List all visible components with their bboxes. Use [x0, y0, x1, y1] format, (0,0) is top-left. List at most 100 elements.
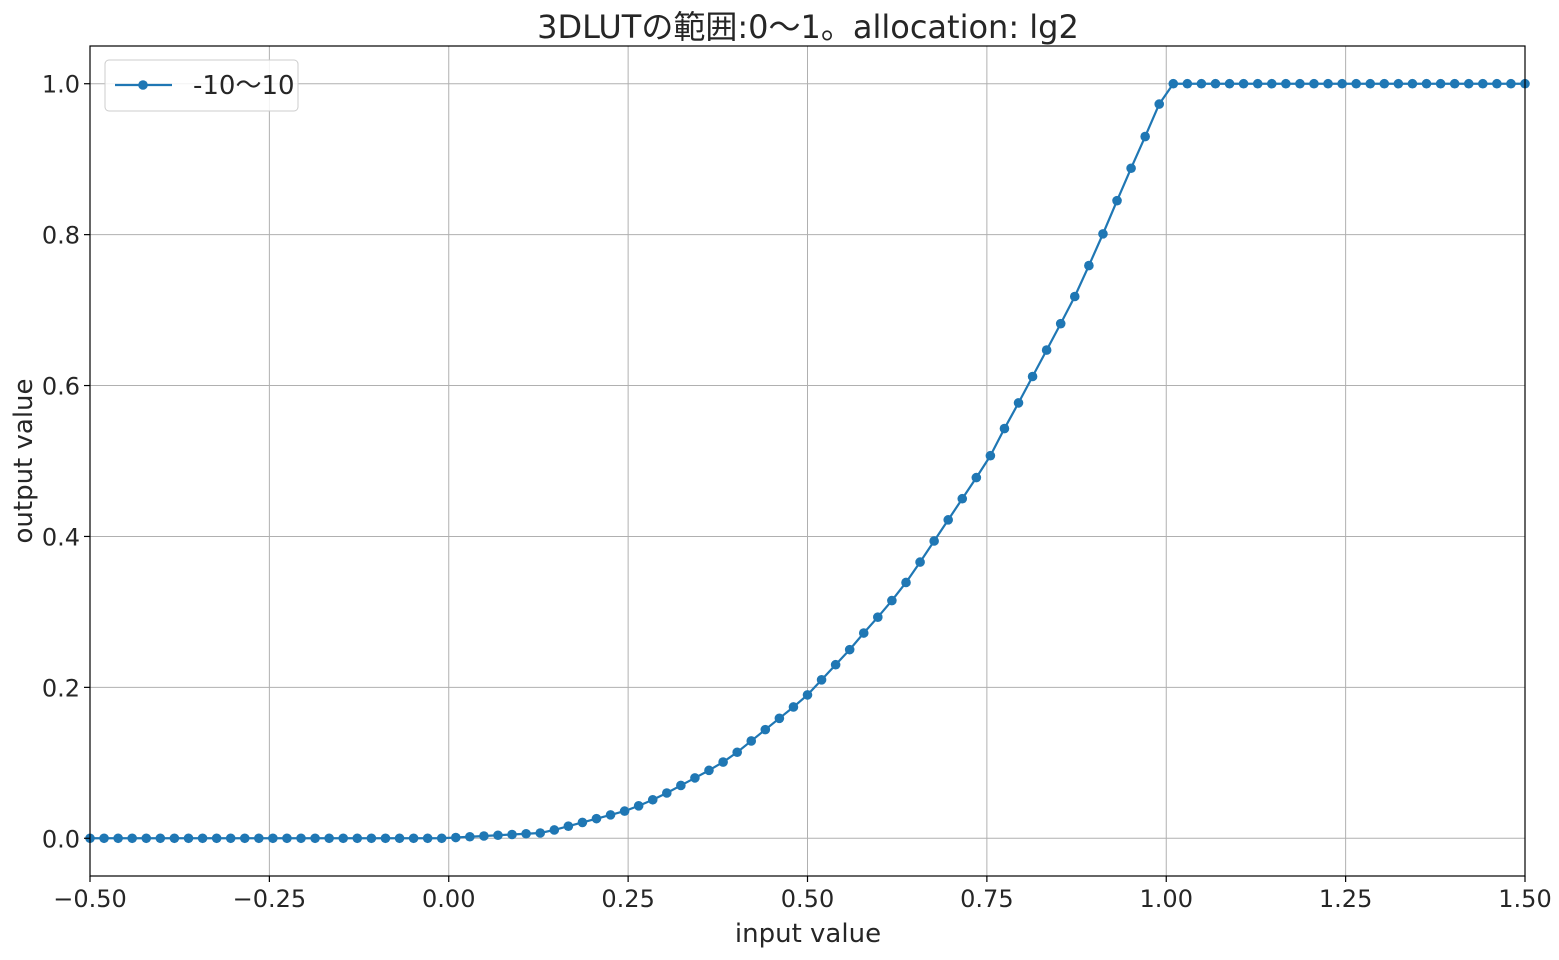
y-axis: 0.0 0.2 0.4 0.6 0.8 1.0 — [42, 71, 90, 853]
data-point — [1027, 371, 1038, 382]
data-point — [1478, 78, 1488, 89]
data-point — [183, 833, 194, 844]
data-point — [1238, 78, 1249, 89]
data-point — [943, 515, 953, 525]
data-point — [915, 557, 925, 567]
data-point — [535, 828, 546, 838]
chart-title: 3DLUTの範囲:0〜1。allocation: lg2 — [537, 8, 1079, 46]
data-point — [1295, 78, 1305, 89]
data-point — [704, 765, 714, 776]
data-point — [1196, 78, 1207, 89]
data-point — [563, 821, 574, 831]
data-point — [507, 829, 517, 840]
data-point — [1435, 78, 1446, 89]
data-point — [479, 831, 489, 841]
y-tick-label: 0.0 — [42, 825, 80, 853]
data-point — [1266, 78, 1277, 89]
x-tick-label: 1.00 — [1140, 885, 1193, 913]
x-axis-label: input value — [735, 919, 881, 949]
legend-box — [104, 59, 299, 112]
data-point — [901, 577, 911, 588]
data-point — [676, 780, 686, 791]
data-point — [1492, 78, 1502, 89]
data-point — [774, 713, 785, 724]
data-point — [296, 833, 306, 844]
data-point — [647, 794, 658, 805]
legend-label: -10〜10 — [193, 71, 295, 101]
y-tick-label: 1.0 — [42, 71, 80, 99]
data-point — [887, 595, 897, 606]
data-point — [141, 833, 152, 844]
data-point — [436, 833, 447, 844]
data-point — [985, 450, 996, 461]
data-point — [1154, 99, 1165, 109]
x-tick-label: 0.00 — [422, 885, 475, 913]
data-point — [1013, 398, 1024, 408]
data-point — [1323, 78, 1333, 89]
data-point — [830, 659, 841, 670]
data-point — [197, 833, 208, 844]
x-tick-label: 0.75 — [960, 885, 1013, 913]
data-point — [802, 690, 813, 700]
x-tick-label: −0.25 — [233, 885, 307, 913]
data-point — [873, 612, 883, 622]
x-axis: −0.50 −0.25 0.00 0.25 0.50 0.75 1.00 1.25 1.50 — [53, 876, 1552, 913]
data-point — [1421, 78, 1432, 89]
y-axis-label: output value — [9, 378, 39, 543]
data-point — [310, 833, 320, 844]
data-point — [1182, 78, 1193, 89]
data-point — [169, 833, 180, 844]
data-point — [465, 831, 475, 842]
data-point — [858, 628, 869, 638]
data-point — [1449, 78, 1460, 89]
data-point — [113, 833, 123, 844]
data-point — [239, 833, 250, 844]
y-tick-label: 0.6 — [42, 373, 80, 401]
data-point — [844, 644, 855, 655]
data-point — [1069, 291, 1080, 302]
data-point — [352, 833, 363, 844]
x-tick-label: −0.50 — [53, 885, 127, 913]
data-point — [394, 833, 405, 844]
data-point — [1393, 78, 1404, 89]
data-point — [99, 833, 109, 844]
data-point — [1407, 78, 1418, 89]
data-point — [338, 833, 349, 844]
data-point — [282, 833, 292, 844]
y-tick-label: 0.8 — [42, 222, 80, 250]
data-point — [1126, 163, 1136, 174]
data-point — [1055, 318, 1066, 329]
data-point — [1098, 229, 1108, 239]
series-layer — [85, 78, 1530, 844]
data-point — [1351, 78, 1361, 89]
data-point — [366, 833, 377, 844]
data-point — [718, 757, 728, 767]
data-point — [760, 724, 771, 735]
data-point — [1041, 345, 1052, 355]
x-tick-label: 1.50 — [1498, 885, 1551, 913]
data-point — [605, 810, 616, 820]
data-point — [746, 736, 757, 746]
x-tick-label: 1.25 — [1319, 885, 1372, 913]
data-point — [380, 833, 391, 844]
x-tick-label: 0.25 — [601, 885, 654, 913]
data-point — [1252, 78, 1263, 89]
data-point — [999, 423, 1010, 434]
data-point — [1168, 78, 1179, 89]
data-point — [422, 833, 433, 844]
data-point — [1379, 78, 1390, 89]
data-point — [929, 536, 939, 546]
data-point — [971, 472, 982, 483]
data-point — [577, 817, 588, 828]
data-point — [493, 830, 503, 841]
legend-marker — [138, 80, 148, 90]
data-point — [1084, 260, 1094, 271]
x-tick-label: 0.50 — [781, 885, 834, 913]
data-point — [1224, 78, 1235, 89]
data-point — [957, 493, 968, 504]
y-tick-label: 0.2 — [42, 674, 80, 702]
data-point — [450, 832, 461, 843]
y-tick-label: 0.4 — [42, 523, 80, 551]
